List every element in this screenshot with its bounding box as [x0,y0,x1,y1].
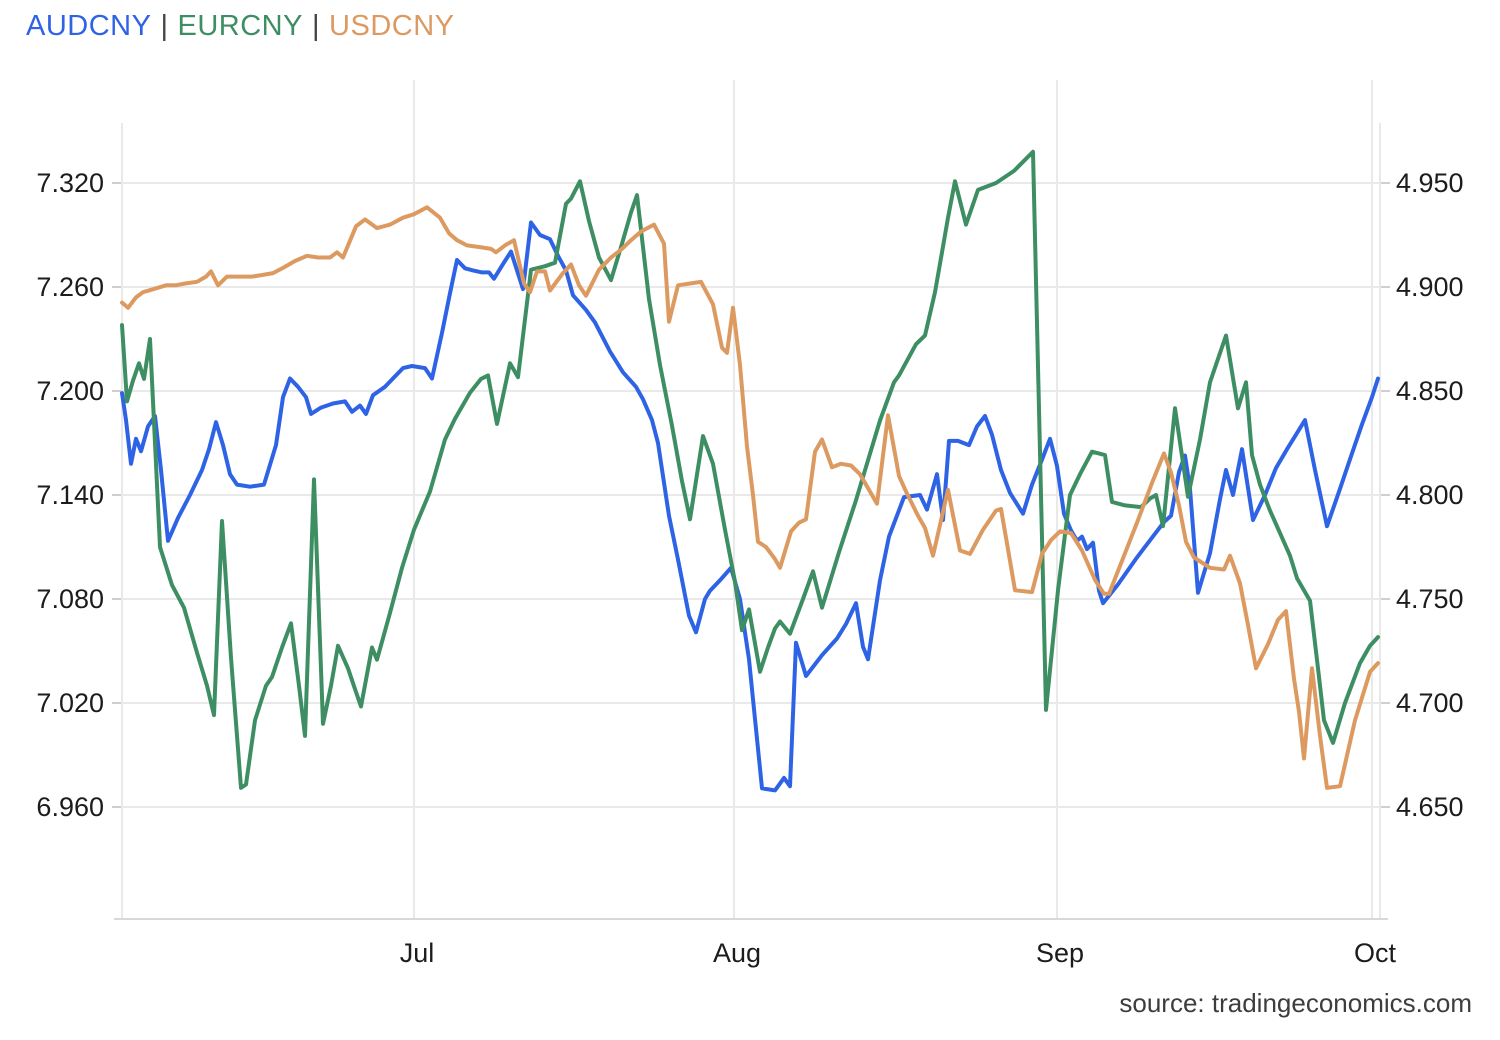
right-axis-label: 4.700 [1396,688,1464,718]
right-axis-label: 4.800 [1396,480,1464,510]
legend-item-eurcny[interactable]: EURCNY [177,10,303,42]
legend-separator: | [160,10,169,42]
source-link[interactable]: source: tradingeconomics.com [1119,988,1472,1018]
x-axis-label: Oct [1354,938,1397,968]
right-axis-label: 4.850 [1396,376,1464,406]
left-axis-label: 7.080 [36,584,104,614]
left-axis-label: 7.200 [36,376,104,406]
left-axis-label: 7.020 [36,688,104,718]
series-line-usdcny [120,205,1380,790]
legend-separator: | [311,10,321,42]
left-axis-label: 7.140 [36,480,104,510]
x-axis-label: Jul [400,938,435,968]
series-line-eurcny [120,149,1380,790]
right-axis-label: 4.950 [1396,168,1464,198]
legend-item-usdcny[interactable]: USDCNY [329,10,455,42]
right-axis-label: 4.900 [1396,272,1464,302]
right-axis-label: 4.650 [1396,792,1464,822]
left-axis-label: 7.320 [36,168,104,198]
chart-legend: AUDCNY | EURCNY | USDCNY [26,10,455,43]
series-line-audcny [120,220,1380,793]
x-axis-label: Aug [713,938,761,968]
x-axis-label: Sep [1036,938,1084,968]
right-axis-label: 4.750 [1396,584,1464,614]
left-axis-label: 6.960 [36,792,104,822]
left-axis-label: 7.260 [36,272,104,302]
legend-item-audcny[interactable]: AUDCNY [26,10,152,42]
